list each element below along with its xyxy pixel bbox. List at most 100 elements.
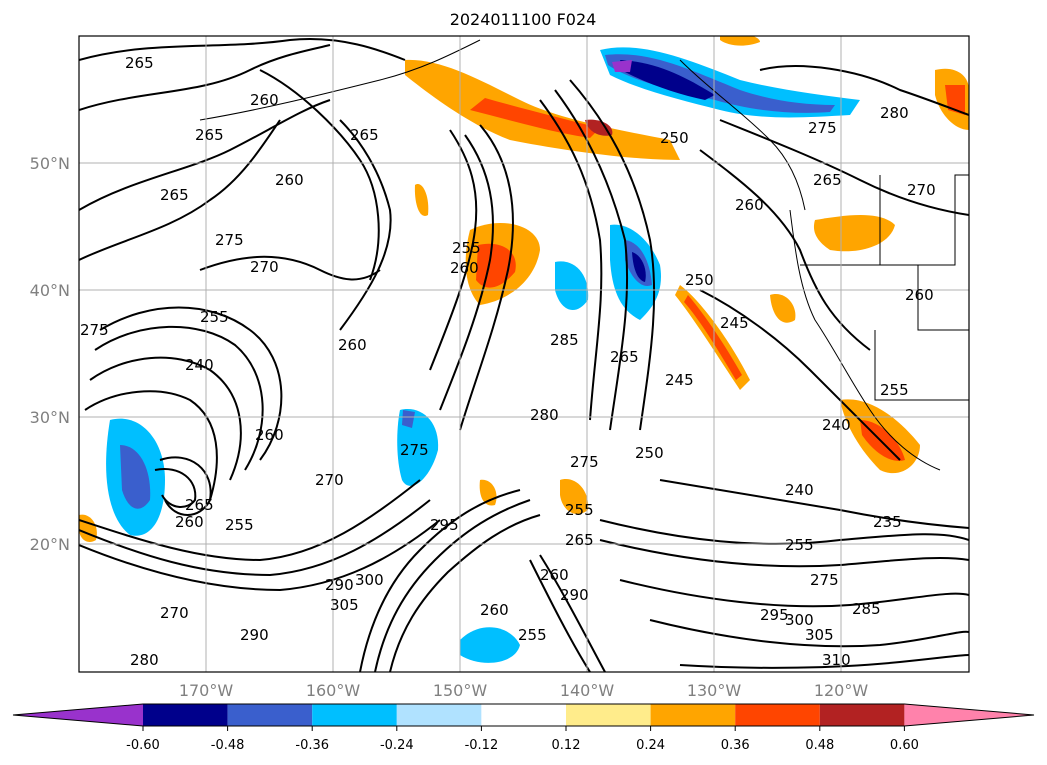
contour-line bbox=[569, 79, 656, 431]
lat-tick-label: 50°N bbox=[30, 154, 70, 173]
contour-label: 255 bbox=[880, 381, 909, 399]
contour-label: 295 bbox=[430, 516, 459, 534]
contour-label: 260 bbox=[275, 171, 304, 189]
colorbar-label: 0.48 bbox=[805, 738, 834, 753]
colorbar: -0.60 -0.48 -0.36 -0.24 -0.12 0.12 0.24 … bbox=[12, 703, 1035, 753]
cold-gulf-purple bbox=[612, 60, 632, 72]
colorbar-seg bbox=[819, 704, 905, 726]
contour-line bbox=[539, 99, 603, 421]
colorbar-labels: -0.60 -0.48 -0.36 -0.24 -0.12 0.12 0.24 … bbox=[126, 738, 919, 753]
contour-label: 260 bbox=[450, 259, 479, 277]
contour-label: 275 bbox=[810, 571, 839, 589]
colorbar-label: 0.24 bbox=[636, 738, 665, 753]
warm-small-d bbox=[770, 294, 796, 323]
contour-line bbox=[599, 519, 969, 545]
contour-label: 265 bbox=[160, 186, 189, 204]
contour-layer bbox=[79, 38, 969, 672]
lon-tick-label: 120°W bbox=[814, 681, 869, 700]
warm-core-dark bbox=[585, 119, 613, 136]
contour-label: 255 bbox=[200, 308, 229, 326]
colorbar-seg bbox=[735, 704, 820, 726]
cold-pocket-center bbox=[555, 261, 589, 311]
canada-us-border bbox=[800, 174, 969, 266]
colorbar-label: -0.36 bbox=[295, 738, 329, 753]
lon-tick-label: 170°W bbox=[179, 681, 234, 700]
contour-label: 260 bbox=[338, 336, 367, 354]
contour-label: 305 bbox=[330, 596, 359, 614]
cold-mid-dark bbox=[632, 252, 646, 282]
colorbar-seg-max-extend bbox=[904, 704, 1034, 726]
warm-diagonal-core bbox=[684, 295, 742, 380]
lat-tick-label: 30°N bbox=[30, 408, 70, 427]
contour-label: 255 bbox=[518, 626, 547, 644]
warm-small-c bbox=[414, 184, 429, 216]
cold-bottom bbox=[460, 627, 520, 663]
contour-label: 275 bbox=[80, 321, 109, 339]
contour-line bbox=[94, 325, 264, 471]
contour-line bbox=[529, 559, 591, 672]
contour-label: 275 bbox=[808, 119, 837, 137]
contour-line bbox=[359, 489, 521, 672]
lat-tick-label: 40°N bbox=[30, 281, 70, 300]
contour-line bbox=[99, 306, 283, 461]
state-border bbox=[917, 265, 969, 331]
lon-tick-label: 130°W bbox=[687, 681, 742, 700]
contour-line bbox=[539, 554, 606, 672]
contour-label: 270 bbox=[160, 604, 189, 622]
contour-line bbox=[79, 38, 406, 61]
us-west-coastline bbox=[789, 209, 941, 471]
contour-label: 250 bbox=[685, 271, 714, 289]
contour-label-layer: 265 260 265 260 265 275 270 275 255 240 … bbox=[80, 54, 936, 669]
colorbar-label: 0.36 bbox=[721, 738, 750, 753]
contour-label: 265 bbox=[565, 531, 594, 549]
colorbar-seg-min-extend bbox=[13, 704, 143, 726]
contour-label: 260 bbox=[255, 426, 284, 444]
contour-label: 300 bbox=[355, 571, 384, 589]
contour-label: 245 bbox=[665, 371, 694, 389]
contour-line bbox=[79, 479, 421, 562]
shading-layer bbox=[79, 36, 969, 663]
contour-label: 240 bbox=[185, 356, 214, 374]
contour-label: 240 bbox=[822, 416, 851, 434]
lon-tick-label: 140°W bbox=[560, 681, 615, 700]
colorbar-label: -0.24 bbox=[380, 738, 414, 753]
contour-label: 255 bbox=[225, 516, 254, 534]
contour-label: 275 bbox=[570, 453, 599, 471]
colorbar-seg bbox=[396, 704, 482, 726]
contour-line bbox=[679, 654, 969, 669]
latitude-tick-labels: 50°N 40°N 30°N 20°N bbox=[30, 154, 70, 554]
contour-label: 275 bbox=[400, 441, 429, 459]
graticule bbox=[79, 36, 969, 672]
contour-label: 260 bbox=[735, 196, 764, 214]
contour-label: 280 bbox=[880, 104, 909, 122]
contour-line bbox=[759, 65, 969, 116]
contour-line bbox=[699, 149, 871, 351]
contour-label: 270 bbox=[907, 181, 936, 199]
warm-small-b bbox=[720, 36, 760, 46]
contour-label: 255 bbox=[565, 501, 594, 519]
colorbar-seg bbox=[143, 704, 228, 726]
contour-line bbox=[699, 289, 901, 461]
lon-tick-label: 160°W bbox=[306, 681, 361, 700]
state-border bbox=[874, 330, 969, 401]
colorbar-ticks bbox=[142, 726, 905, 731]
contour-label: 260 bbox=[250, 91, 279, 109]
contour-label: 305 bbox=[805, 626, 834, 644]
cold-center-south-core bbox=[402, 410, 415, 428]
contour-label: 250 bbox=[635, 444, 664, 462]
colorbar-seg bbox=[650, 704, 736, 726]
lon-tick-label: 150°W bbox=[433, 681, 488, 700]
contour-label: 260 bbox=[905, 286, 934, 304]
contour-line bbox=[599, 539, 969, 568]
contour-line bbox=[439, 134, 494, 411]
contour-label: 250 bbox=[660, 129, 689, 147]
contour-label: 270 bbox=[315, 471, 344, 489]
contour-label: 285 bbox=[852, 600, 881, 618]
lat-tick-label: 20°N bbox=[30, 535, 70, 554]
contour-line bbox=[259, 69, 380, 281]
contour-line bbox=[459, 124, 514, 431]
contour-label: 240 bbox=[785, 481, 814, 499]
contour-line bbox=[89, 356, 242, 481]
contour-line bbox=[159, 456, 212, 516]
